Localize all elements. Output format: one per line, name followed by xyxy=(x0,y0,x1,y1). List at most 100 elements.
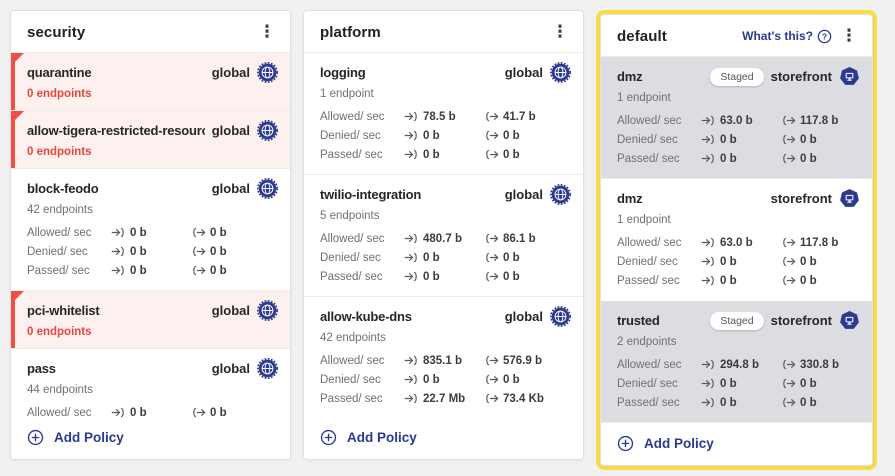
ingress-icon xyxy=(701,134,716,145)
policy-card[interactable]: pass global 44 endpoints Allowed/ sec 0 … xyxy=(11,348,290,418)
stat-label: Passed/ sec xyxy=(320,148,383,161)
stat-label: Allowed/ sec xyxy=(27,226,92,239)
stat-value-out: 0 b xyxy=(781,256,860,268)
ingress-icon xyxy=(404,130,419,141)
policy-card[interactable]: trusted storefront xyxy=(601,422,872,424)
column-menu-icon[interactable]: ⋮ xyxy=(258,22,276,41)
policy-card[interactable]: dmz storefront 1 endpoint Allowed/ sec 6… xyxy=(601,178,872,300)
column-default: default What's this? ⋮ dmz Staged storef… xyxy=(600,14,873,466)
stat-label: Passed/ sec xyxy=(617,152,680,165)
globe-icon xyxy=(550,306,571,327)
add-policy-button[interactable]: Add Policy xyxy=(304,418,583,459)
stat-label: Allowed/ sec xyxy=(617,114,682,127)
policy-title: quarantine xyxy=(27,65,92,80)
stat-value-in: 0 b xyxy=(404,271,484,283)
scope-label: global xyxy=(211,181,250,196)
egress-icon xyxy=(781,359,796,370)
scope-label: storefront xyxy=(770,69,832,84)
stat-row: Allowed/ sec 0 b 0 b xyxy=(27,403,278,419)
stat-row: Passed/ sec 22.7 Mb 73.4 Kb xyxy=(320,389,571,408)
column-platform: platform ⋮ logging global 1 endpoint All… xyxy=(303,10,584,460)
egress-icon xyxy=(781,134,796,145)
stat-label: Allowed/ sec xyxy=(617,358,682,371)
egress-icon xyxy=(484,393,499,404)
stat-value-in: 0 b xyxy=(404,374,484,386)
egress-icon xyxy=(484,355,499,366)
egress-icon xyxy=(484,130,499,141)
policy-title: dmz xyxy=(617,69,643,84)
policy-card[interactable]: quarantine global 0 endpoints xyxy=(11,53,290,110)
policy-card[interactable]: pci-whitelist global 0 endpoints xyxy=(11,290,290,348)
traffic-stats: Allowed/ sec 78.5 b 41.7 b Denied/ sec 0… xyxy=(320,107,571,164)
endpoints-count: 1 endpoint xyxy=(617,214,671,226)
egress-icon xyxy=(484,233,499,244)
endpoints-count: 0 endpoints xyxy=(27,88,92,100)
scope-label: global xyxy=(504,187,543,202)
stat-row: Allowed/ sec 78.5 b 41.7 b xyxy=(320,107,571,126)
stat-value-in: 294.8 b xyxy=(701,359,781,371)
stat-value-out: 0 b xyxy=(781,397,860,409)
column-header: security ⋮ xyxy=(11,11,290,53)
column-menu-icon[interactable]: ⋮ xyxy=(840,26,858,45)
ingress-icon xyxy=(701,256,716,267)
stat-label: Denied/ sec xyxy=(320,129,381,142)
stat-label: Denied/ sec xyxy=(320,251,381,264)
policy-title: pci-whitelist xyxy=(27,303,100,318)
column-title: security xyxy=(27,23,86,41)
stat-row: Passed/ sec 0 b 0 b xyxy=(320,267,571,286)
policy-card[interactable]: block-feodo global 42 endpoints Allowed/… xyxy=(11,168,290,290)
stat-row: Denied/ sec 0 b 0 b xyxy=(617,252,860,271)
endpoints-count: 1 endpoint xyxy=(320,88,374,100)
policy-card[interactable]: allow-tigera-restricted-resources global… xyxy=(11,110,290,168)
stat-value-in: 0 b xyxy=(111,407,191,418)
stat-value-out: 576.9 b xyxy=(484,355,571,367)
ingress-icon xyxy=(404,111,419,122)
ingress-icon xyxy=(111,246,126,257)
globe-icon xyxy=(257,178,278,199)
whats-this-label: What's this? xyxy=(742,29,813,43)
policy-title: pass xyxy=(27,361,56,376)
policy-card[interactable]: dmz Staged storefront 1 endpoint Allowed… xyxy=(601,57,872,178)
globe-icon xyxy=(257,300,278,321)
stat-value-in: 835.1 b xyxy=(404,355,484,367)
egress-icon xyxy=(484,271,499,282)
traffic-stats: Allowed/ sec 0 b 0 b Denied/ sec 0 b 0 b… xyxy=(27,223,278,280)
stat-value-in: 0 b xyxy=(701,378,781,390)
ingress-icon xyxy=(404,374,419,385)
policy-title: trusted xyxy=(617,313,660,328)
stat-value-out: 0 b xyxy=(484,149,571,161)
endpoints-count: 44 endpoints xyxy=(27,384,93,396)
ingress-icon xyxy=(111,407,126,418)
stat-value-in: 0 b xyxy=(701,397,781,409)
stat-value-in: 0 b xyxy=(111,265,191,277)
endpoints-count: 42 endpoints xyxy=(320,332,386,344)
add-policy-button[interactable]: Add Policy xyxy=(11,418,290,459)
stat-value-out: 73.4 Kb xyxy=(484,393,571,405)
globe-icon xyxy=(550,184,571,205)
ingress-icon xyxy=(701,115,716,126)
stat-label: Passed/ sec xyxy=(617,396,680,409)
stat-value-in: 0 b xyxy=(701,134,781,146)
stat-label: Allowed/ sec xyxy=(27,406,92,419)
add-policy-button[interactable]: Add Policy xyxy=(601,424,872,465)
policy-card[interactable]: trusted Staged storefront 2 endpoints Al… xyxy=(601,300,872,422)
stat-label: Passed/ sec xyxy=(320,270,383,283)
stat-value-in: 78.5 b xyxy=(404,111,484,123)
endpoints-count: 42 endpoints xyxy=(27,204,93,216)
policy-title: allow-tigera-restricted-resources xyxy=(27,123,205,138)
policy-title: block-feodo xyxy=(27,181,99,196)
stat-value-in: 0 b xyxy=(701,256,781,268)
whats-this-link[interactable]: What's this? xyxy=(742,29,832,44)
policy-card[interactable]: allow-kube-dns global 42 endpoints Allow… xyxy=(304,296,583,418)
egress-icon xyxy=(781,256,796,267)
stat-value-out: 0 b xyxy=(484,271,571,283)
stat-value-in: 0 b xyxy=(111,246,191,258)
stat-label: Allowed/ sec xyxy=(320,232,385,245)
endpoints-count: 0 endpoints xyxy=(27,326,92,338)
endpoints-count: 0 endpoints xyxy=(27,146,92,158)
policy-card[interactable]: logging global 1 endpoint Allowed/ sec 7… xyxy=(304,53,583,174)
policy-card[interactable]: twilio-integration global 5 endpoints Al… xyxy=(304,174,583,296)
highlighted-column-outline: default What's this? ⋮ dmz Staged storef… xyxy=(596,10,877,470)
staged-badge: Staged xyxy=(710,67,764,86)
column-menu-icon[interactable]: ⋮ xyxy=(551,22,569,41)
